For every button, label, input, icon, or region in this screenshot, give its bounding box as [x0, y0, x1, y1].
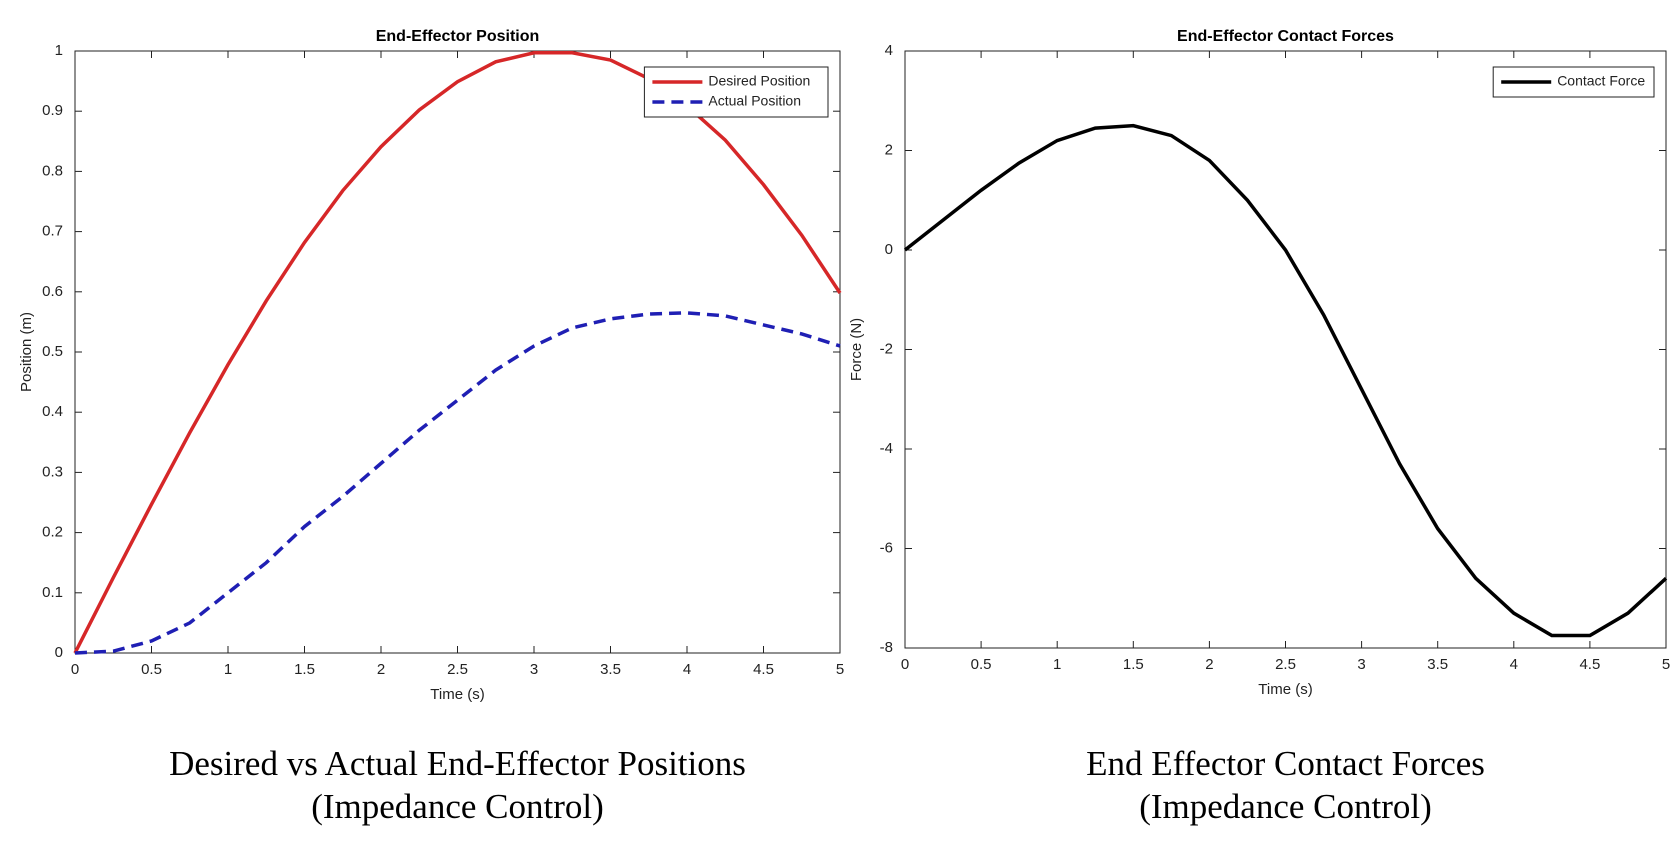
y-tick-label: 0.1 — [42, 584, 63, 601]
data-line — [903, 123, 1668, 638]
chart-title: End-Effector Contact Forces — [1177, 28, 1394, 45]
y-tick-label: 2 — [885, 141, 893, 158]
y-tick-label: 1 — [55, 42, 63, 59]
x-tick-label: 0 — [71, 661, 79, 678]
x-tick-label: 4 — [683, 661, 691, 678]
plot-area — [904, 50, 1667, 649]
y-tick-label: -8 — [880, 639, 893, 656]
y-axis-label: Force (N) — [848, 318, 865, 381]
y-tick-label: -2 — [880, 340, 893, 357]
y-tick-label: 0 — [885, 241, 893, 258]
x-tick-label: 2 — [1205, 656, 1213, 673]
x-tick-label: 3.5 — [600, 661, 621, 678]
x-tick-label: 1 — [1053, 656, 1061, 673]
y-tick-label: 0.2 — [42, 524, 63, 541]
y-tick-label: -4 — [880, 440, 893, 457]
legend-label: Desired Position — [708, 73, 810, 89]
x-tick-label: 2.5 — [447, 661, 468, 678]
caption: Desired vs Actual End-Effector Positions — [169, 744, 746, 783]
x-tick-label: 3.5 — [1427, 656, 1448, 673]
data-line — [74, 311, 841, 655]
caption: (Impedance Control) — [1139, 787, 1432, 826]
y-tick-label: 0.7 — [42, 223, 63, 240]
y-tick-label: 0.3 — [42, 463, 63, 480]
y-tick-label: 0 — [55, 644, 63, 661]
x-axis-label: Time (s) — [430, 686, 484, 703]
x-axis-label: Time (s) — [1258, 681, 1312, 698]
chart-title: End-Effector Position — [376, 28, 540, 45]
x-tick-label: 1.5 — [294, 661, 315, 678]
y-tick-label: 0.8 — [42, 162, 63, 179]
y-tick-label: 0.6 — [42, 283, 63, 300]
x-tick-label: 0 — [901, 656, 909, 673]
legend-label: Actual Position — [708, 93, 801, 109]
y-tick-label: 4 — [885, 42, 893, 59]
legend-label: Contact Force — [1557, 73, 1645, 89]
legend-box — [643, 66, 829, 118]
y-tick-label: 0.5 — [42, 343, 63, 360]
data-line — [73, 51, 842, 654]
caption: (Impedance Control) — [311, 787, 604, 826]
x-tick-label: 1 — [224, 661, 232, 678]
y-tick-label: -6 — [880, 539, 893, 556]
y-tick-label: 0.9 — [42, 102, 63, 119]
x-tick-label: 2.5 — [1275, 656, 1296, 673]
x-tick-label: 0.5 — [141, 661, 162, 678]
y-axis-label: Position (m) — [18, 312, 35, 392]
x-tick-label: 4.5 — [753, 661, 774, 678]
x-tick-label: 3 — [530, 661, 538, 678]
x-tick-label: 3 — [1357, 656, 1365, 673]
x-tick-label: 4 — [1510, 656, 1518, 673]
caption: End Effector Contact Forces — [1086, 744, 1485, 783]
plot-area — [74, 50, 841, 654]
x-tick-label: 4.5 — [1579, 656, 1600, 673]
x-tick-label: 2 — [377, 661, 385, 678]
x-tick-label: 0.5 — [971, 656, 992, 673]
x-tick-label: 5 — [836, 661, 844, 678]
x-tick-label: 5 — [1662, 656, 1670, 673]
x-tick-label: 1.5 — [1123, 656, 1144, 673]
y-tick-label: 0.4 — [42, 403, 63, 420]
